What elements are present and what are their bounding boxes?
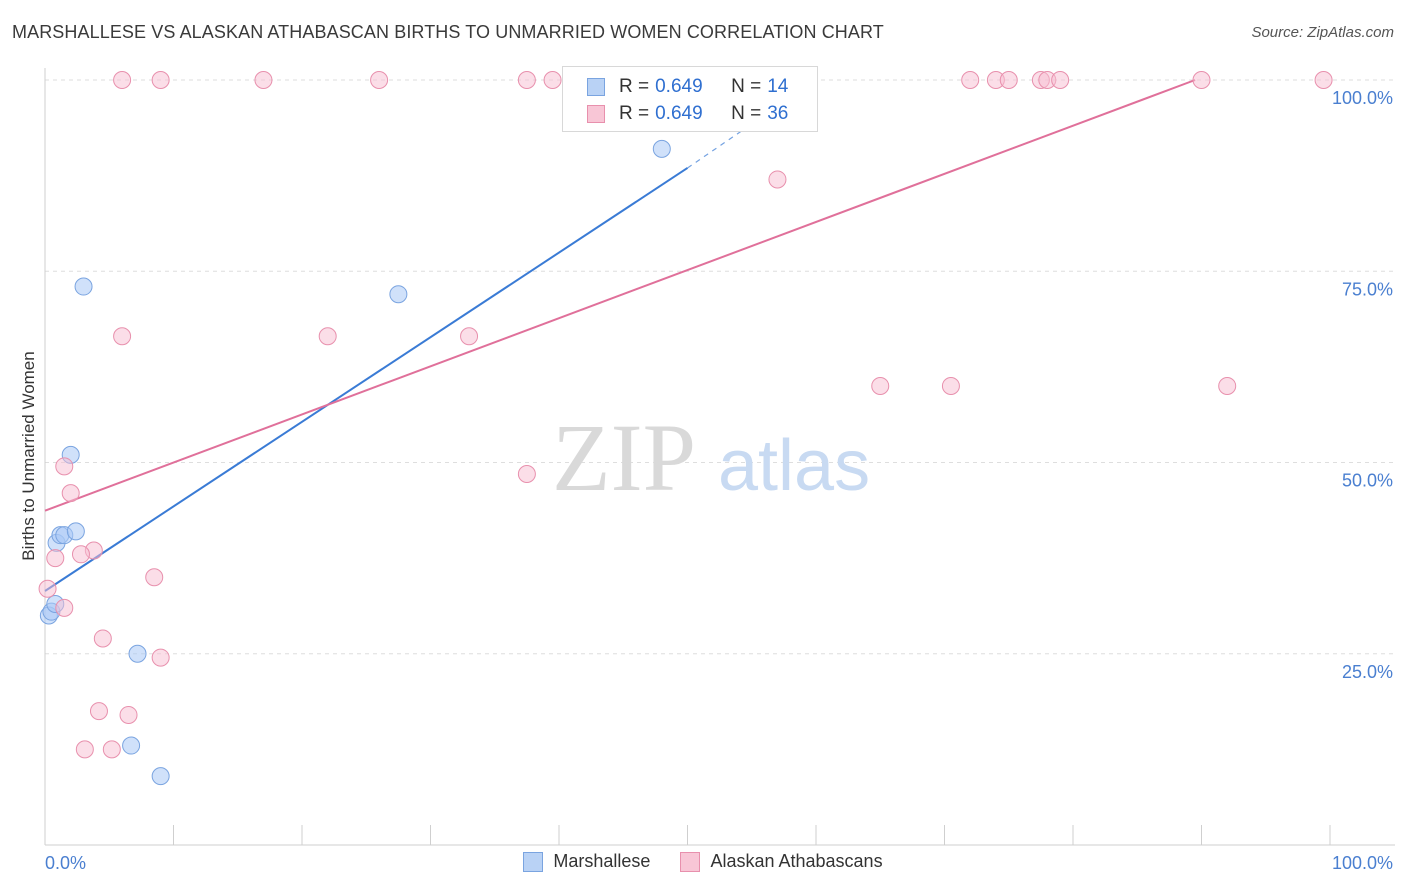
- data-points: [38, 71, 1333, 786]
- data-point-alaskan: [961, 71, 980, 89]
- data-point-alaskan: [254, 71, 273, 89]
- data-point-marshallese: [151, 767, 170, 786]
- data-point-alaskan: [543, 71, 562, 89]
- data-point-alaskan: [89, 702, 108, 721]
- data-point-alaskan: [38, 579, 57, 598]
- data-point-alaskan: [517, 464, 536, 483]
- data-point-alaskan: [460, 327, 479, 346]
- data-point-alaskan: [55, 598, 74, 617]
- data-point-marshallese: [74, 277, 93, 296]
- data-point-marshallese: [652, 139, 671, 158]
- data-point-marshallese: [389, 285, 408, 304]
- legend-swatch-marshallese: [587, 78, 605, 96]
- legend-r-label: R =: [619, 76, 650, 97]
- y-axis-label: Births to Unmarried Women: [19, 351, 38, 560]
- data-point-alaskan: [113, 71, 132, 89]
- series-legend: Marshallese Alaskan Athabascans: [0, 851, 1406, 872]
- trend-line-marshallese: [44, 167, 689, 592]
- legend-n-label: N =: [731, 103, 762, 124]
- series-legend-marshallese[interactable]: Marshallese: [523, 851, 650, 872]
- watermark-atlas: atlas: [718, 426, 870, 506]
- legend-n-value: 36: [767, 103, 789, 124]
- data-point-alaskan: [151, 648, 170, 667]
- series-swatch-alaskan: [680, 851, 701, 872]
- y-tick-label: 75.0%: [1342, 279, 1393, 299]
- data-point-alaskan: [93, 629, 112, 648]
- legend-row-alaskan: R = 0.649 N = 36: [587, 102, 788, 126]
- data-point-alaskan: [145, 568, 164, 587]
- data-point-alaskan: [75, 740, 94, 759]
- series-swatch-marshallese: [523, 851, 544, 872]
- data-point-alaskan: [941, 377, 960, 395]
- data-point-alaskan: [1314, 71, 1333, 89]
- correlation-legend: R = 0.649 N = 14 R = 0.649 N = 36: [562, 66, 818, 132]
- data-point-alaskan: [46, 549, 65, 568]
- legend-n-label: N =: [731, 76, 762, 97]
- legend-n-value: 14: [767, 76, 789, 97]
- data-point-alaskan: [1218, 377, 1237, 395]
- data-point-alaskan: [71, 545, 90, 564]
- data-point-alaskan: [151, 71, 170, 89]
- x-tick-label: 100.0%: [1332, 853, 1393, 873]
- tick-labels: 25.0% 50.0% 75.0% 100.0% 0.0% 100.0%: [45, 88, 1393, 873]
- data-point-alaskan: [871, 377, 890, 395]
- data-point-alaskan: [768, 170, 787, 189]
- data-point-alaskan: [102, 740, 121, 759]
- watermark-zip: ZIP: [552, 404, 696, 511]
- legend-row-marshallese: R = 0.649 N = 14: [587, 75, 788, 99]
- data-point-alaskan: [1051, 71, 1070, 89]
- legend-swatch-alaskan: [587, 105, 605, 123]
- trend-line-alaskan: [44, 79, 1196, 512]
- series-legend-alaskan[interactable]: Alaskan Athabascans: [680, 851, 883, 872]
- source-credit: Source: ZipAtlas.com: [1251, 24, 1394, 41]
- data-point-marshallese: [122, 736, 141, 755]
- series-label-marshallese: Marshallese: [553, 851, 651, 871]
- data-point-marshallese: [66, 522, 85, 541]
- data-point-alaskan: [370, 71, 389, 89]
- data-point-alaskan: [1192, 71, 1211, 89]
- data-point-alaskan: [113, 327, 132, 346]
- data-point-alaskan: [119, 705, 138, 724]
- data-point-alaskan: [61, 484, 80, 503]
- data-point-alaskan: [517, 71, 536, 89]
- gridlines: [45, 79, 1395, 655]
- data-point-alaskan: [318, 327, 337, 346]
- legend-r-value: 0.649: [655, 103, 703, 124]
- data-point-alaskan: [55, 457, 74, 476]
- y-tick-label: 50.0%: [1342, 471, 1393, 491]
- x-tick-label: 0.0%: [45, 853, 86, 873]
- data-point-marshallese: [128, 644, 147, 663]
- legend-r-value: 0.649: [655, 76, 703, 97]
- legend-r-label: R =: [619, 103, 650, 124]
- y-tick-label: 100.0%: [1332, 88, 1393, 108]
- axes: [44, 68, 1395, 846]
- chart-title: MARSHALLESE VS ALASKAN ATHABASCAN BIRTHS…: [12, 22, 884, 42]
- series-label-alaskan: Alaskan Athabascans: [710, 851, 883, 871]
- y-tick-label: 25.0%: [1342, 662, 1393, 682]
- trend-lines: [44, 79, 1196, 592]
- data-point-alaskan: [999, 71, 1018, 89]
